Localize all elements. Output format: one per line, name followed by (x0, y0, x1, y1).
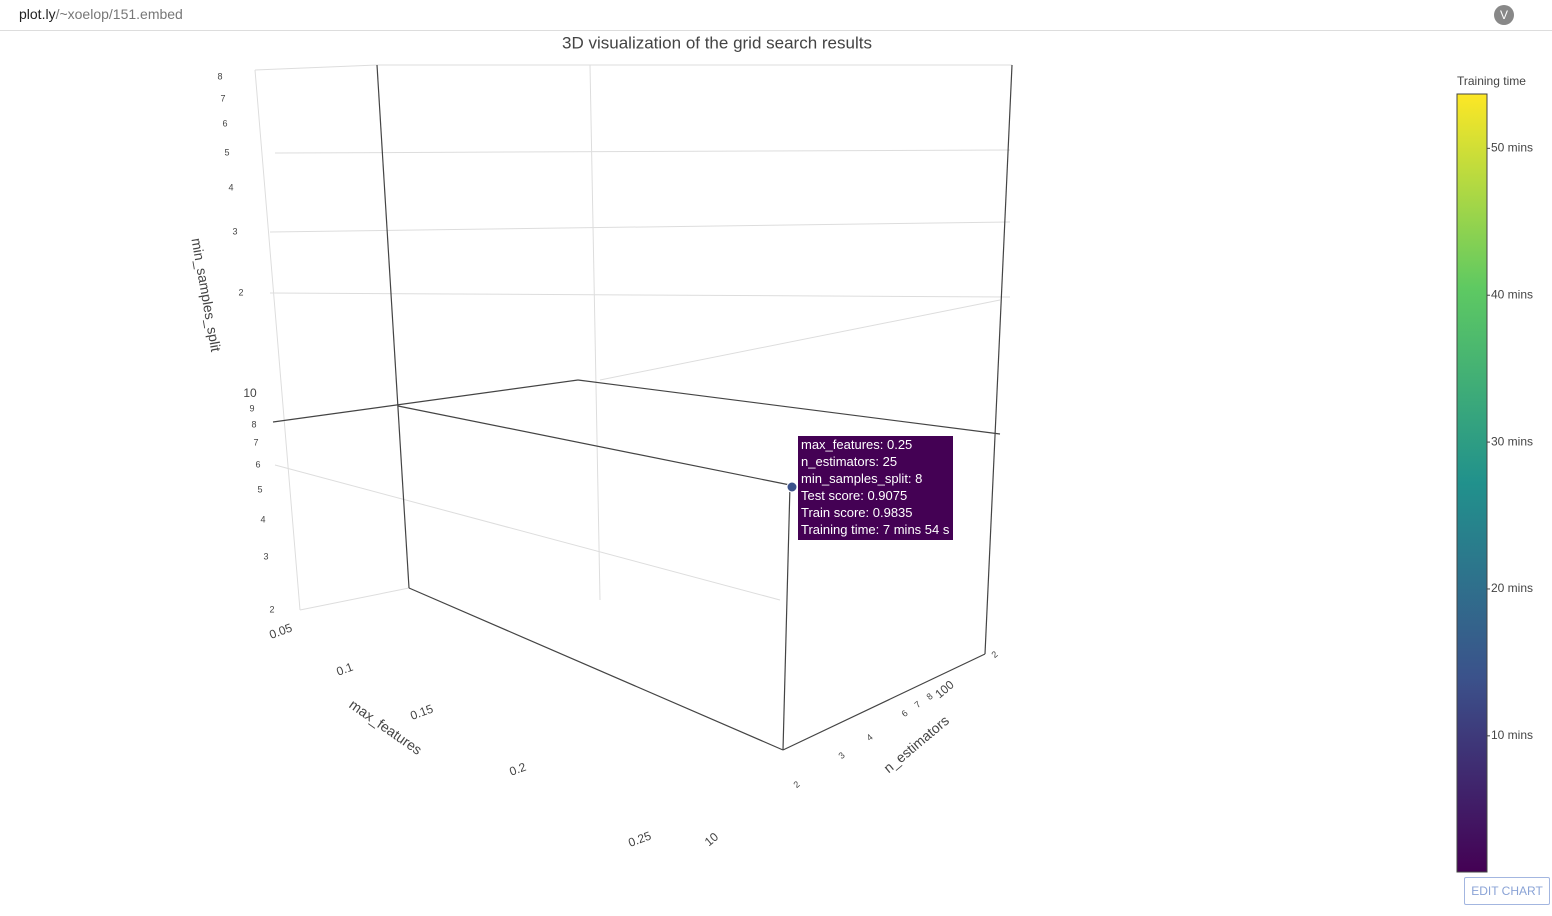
tooltip-line: max_features: 0.25 (801, 437, 913, 452)
x-axis-title: max_features (346, 696, 425, 758)
y-tick-label: 10 (702, 830, 721, 850)
axis-box (272, 64, 1013, 751)
y-tick-label: 8 (924, 691, 934, 702)
x-tick-label: 0.2 (507, 760, 528, 779)
y-tick-label: 6 (899, 708, 909, 719)
colorbar-tick-label: 40 mins (1491, 287, 1533, 301)
z-axis-title: min_samples_split (188, 237, 224, 353)
colorbar-tick-label: 50 mins (1491, 141, 1533, 155)
browser-bar: plot.ly/~xoelop/151.embed V (0, 0, 1552, 31)
tooltip-line: Test score: 0.9075 (801, 488, 908, 503)
z-tick-label: 3 (263, 551, 268, 561)
y-tick-label: 2 (989, 649, 999, 660)
colorbar-title: Training time (1457, 74, 1526, 88)
z-tick-label: 4 (260, 514, 265, 524)
y-tick-label: 3 (836, 750, 846, 761)
colorbar-tick-label: 20 mins (1491, 581, 1533, 595)
url-host: plot.ly (19, 6, 56, 22)
z-tick-label: 2 (269, 604, 274, 614)
tooltip-line: Train score: 0.9835 (801, 505, 913, 520)
y-axis-title: n_estimators (880, 712, 952, 776)
hover-point[interactable] (786, 481, 798, 493)
x-tick-label: 0.05 (267, 621, 294, 642)
colorbar (1456, 93, 1488, 873)
tooltip: max_features: 0.25 n_estimators: 25 min_sa… (798, 436, 953, 540)
x-tick-label: 0.25 (626, 829, 653, 850)
x-tick-label: 0.1 (334, 660, 355, 679)
x-tick-label: 0.15 (408, 702, 435, 723)
z-tick-label: 6 (222, 118, 227, 128)
tooltip-line: min_samples_split: 8 (801, 471, 923, 486)
chart-title: 3D visualization of the grid search resu… (562, 33, 872, 52)
profile[interactable]: V (1494, 5, 1514, 25)
colorbar-tick-label: 30 mins (1491, 434, 1533, 448)
chart: 3D visualization of the grid search resu… (188, 33, 1533, 873)
z-tick-label: 8 (217, 71, 222, 81)
z-tick-label: 3 (232, 226, 237, 236)
tooltip-line: n_estimators: 25 (801, 454, 898, 469)
z-tick-label: 7 (220, 93, 225, 103)
z-tick-label: 5 (224, 147, 229, 157)
colorbar-tick-label: 10 mins (1491, 728, 1533, 742)
z-tick-label: 2 (238, 287, 243, 297)
z-tick-label: 10 (243, 386, 257, 400)
grid (254, 64, 1012, 611)
z-tick-label: 8 (251, 419, 256, 429)
y-tick-label: 100 (932, 677, 957, 701)
z-tick-label: 4 (228, 182, 233, 192)
z-tick-label: 7 (253, 437, 258, 447)
y-tick-label: 2 (791, 779, 801, 790)
z-tick-label: 6 (255, 459, 260, 469)
url[interactable]: plot.ly/~xoelop/151.embed (19, 6, 183, 22)
z-tick-label: 9 (249, 403, 254, 413)
edit-chart-button[interactable]: EDIT CHART (1464, 877, 1550, 905)
y-tick-label: 7 (912, 699, 922, 710)
z-tick-label: 5 (257, 484, 262, 494)
tooltip-line: Training time: 7 mins 54 s (801, 522, 950, 537)
url-path: /~xoelop/151.embed (55, 6, 183, 22)
y-tick-label: 4 (864, 732, 874, 743)
